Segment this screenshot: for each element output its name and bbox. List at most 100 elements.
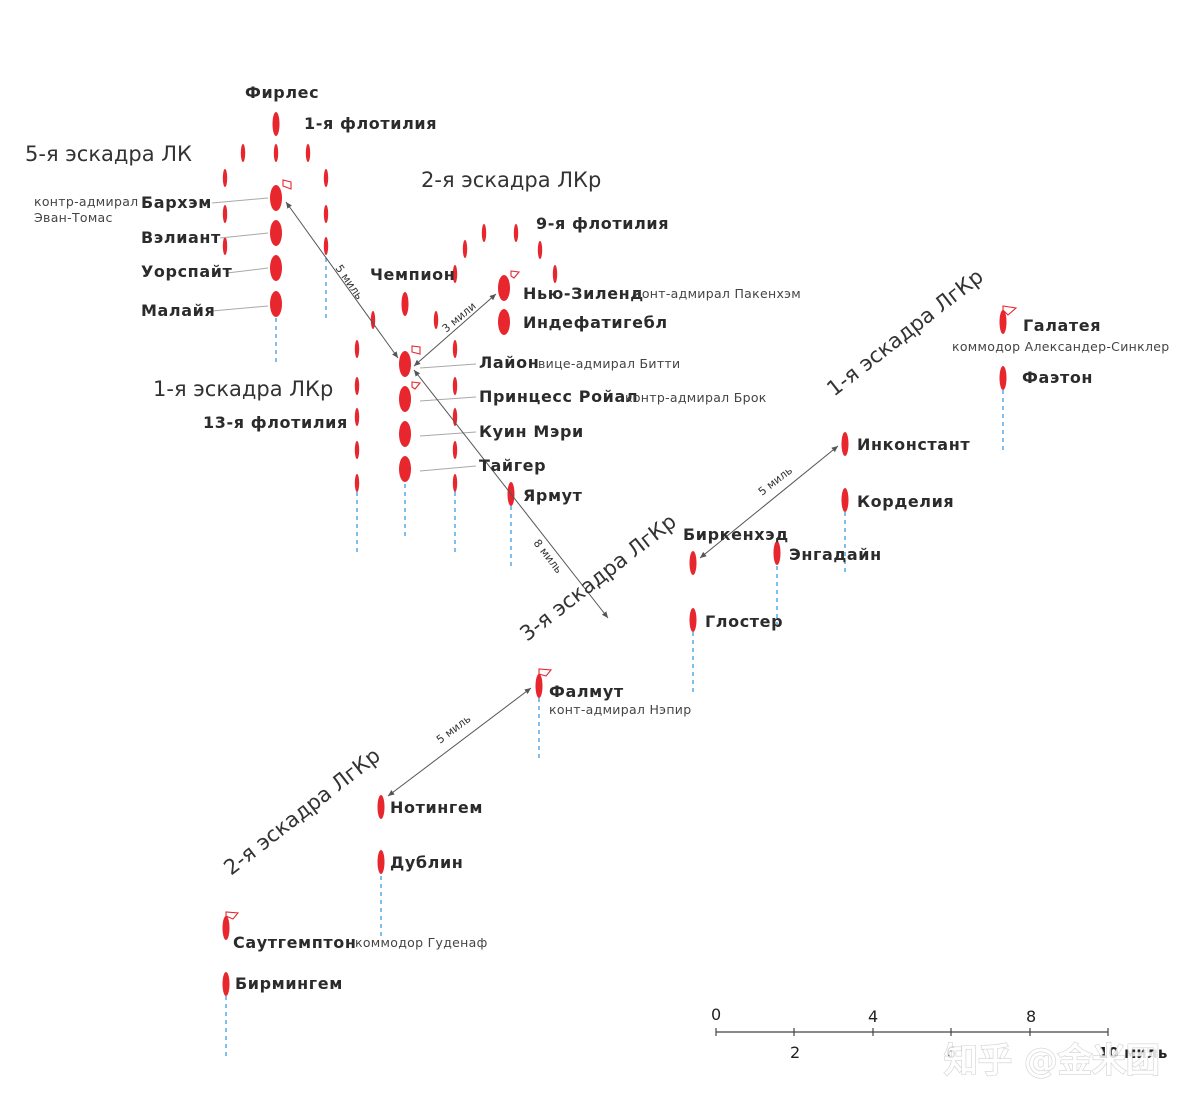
squadron-title: 1-я эскадра ЛКр: [153, 377, 333, 401]
destroyer-marker: [513, 224, 519, 242]
ship-marker-dublin: [377, 850, 385, 874]
ship-label-nottingham: Нотингем: [390, 798, 483, 817]
ship-marker-princess-royal: [399, 386, 411, 412]
scale-tick-label: 4: [868, 1007, 878, 1026]
ship-marker-indefatigable: [498, 309, 510, 335]
destroyer-marker: [433, 311, 439, 329]
flag-icon: [1002, 305, 1018, 316]
ship-label-new-zealand: Нью-Зиленд: [523, 284, 644, 303]
commander-label: конт-адмирал Нэпир: [549, 702, 691, 717]
distance-label: 5 миль: [434, 712, 473, 746]
ship-label-lion: Лайон: [479, 353, 539, 372]
ship-marker-warspite: [270, 255, 282, 281]
destroyer-marker: [452, 408, 458, 426]
destroyer-marker: [370, 311, 376, 329]
ship-marker-new-zealand: [498, 275, 510, 301]
ship-label-birmingham: Бирмингем: [235, 974, 343, 993]
scale-tick-label: 8: [1026, 1007, 1036, 1026]
destroyer-marker: [452, 441, 458, 459]
flag-icon: [282, 179, 292, 190]
destroyer-marker: [354, 441, 360, 459]
ship-label-cordelia: Корделия: [857, 492, 954, 511]
flag-icon: [538, 668, 553, 677]
ship-marker-birmingham: [222, 972, 230, 996]
ship-marker-inconstant: [841, 432, 849, 456]
destroyer-marker: [323, 237, 329, 255]
ship-marker-champion: [401, 292, 409, 316]
flotilla-label: 9-я флотилия: [536, 214, 669, 233]
ship-marker-southampton: [222, 916, 230, 940]
destroyer-marker: [323, 169, 329, 187]
destroyer-marker: [354, 474, 360, 492]
flag-icon: [225, 911, 240, 920]
ship-marker-fearless: [272, 112, 280, 136]
battle-ships: [270, 112, 510, 482]
destroyer-marker: [462, 240, 468, 258]
commander-label: коммодор Александер-Синклер: [952, 339, 1169, 354]
destroyer-marker: [452, 340, 458, 358]
ship-marker-cordelia: [841, 488, 849, 512]
destroyer-marker: [222, 205, 228, 223]
destroyer-marker: [354, 377, 360, 395]
ship-label-queen-mary: Куин Мэри: [479, 422, 584, 441]
ship-marker-birkenhead: [689, 551, 697, 575]
commander-label: вице-адмирал Битти: [538, 356, 680, 371]
ship-label-inconstant: Инконстант: [857, 435, 970, 454]
ship-marker-phaeton: [999, 366, 1007, 390]
flotilla-label: 13-я флотилия: [203, 413, 348, 432]
ship-label-champion: Чемпион: [370, 265, 455, 284]
destroyer-marker: [452, 265, 458, 283]
destroyer-marker: [305, 144, 311, 162]
ship-marker-queen-mary: [399, 421, 411, 447]
flotilla-label: 1-я флотилия: [304, 114, 437, 133]
ship-marker-barham: [270, 185, 282, 211]
destroyer-marker: [222, 169, 228, 187]
destroyer-marker: [240, 144, 246, 162]
distance-arrow-falmouth-nottingham: [387, 687, 532, 797]
ship-label-yarmouth: Ярмут: [523, 486, 583, 505]
destroyer-marker: [452, 474, 458, 492]
ship-label-tiger: Тайгер: [479, 456, 546, 475]
ship-marker-lion: [399, 351, 411, 377]
ship-label-malaya: Малайя: [141, 301, 215, 320]
ship-marker-engadine: [773, 541, 781, 565]
commander-label: контр-адмирал: [34, 194, 138, 209]
ship-label-indefatigable: Индефатигебл: [523, 313, 668, 332]
destroyer-marker: [452, 377, 458, 395]
ship-label-dublin: Дублин: [390, 853, 463, 872]
scale-tick-label: 0: [711, 1005, 721, 1024]
ship-label-fearless: Фирлес: [245, 83, 319, 102]
flag-icon: [510, 270, 521, 279]
ship-label-valiant: Вэлиант: [141, 228, 221, 247]
destroyer-marker: [323, 205, 329, 223]
distance-label: 5 миль: [333, 262, 366, 302]
destroyer-marker: [354, 340, 360, 358]
commander-label: конт-адмирал Пакенхэм: [634, 286, 801, 301]
distance-label: 5 миль: [756, 464, 795, 499]
ship-marker-galatea: [999, 310, 1007, 334]
watermark-text: 知乎 @金米团: [944, 1041, 1160, 1081]
squadron-title: 1-я эскадра ЛгКр: [822, 264, 988, 401]
ship-label-southampton: Саутгемптон: [233, 933, 357, 952]
destroyer-marker: [354, 408, 360, 426]
scale-bar: 0 4 8 2 6 10 миль: [711, 1005, 1167, 1062]
distance-label: 3 мили: [440, 300, 479, 336]
ship-label-princess-royal: Принцесс Ройал: [479, 387, 638, 406]
ship-marker-tiger: [399, 456, 411, 482]
destroyer-marker: [222, 237, 228, 255]
ship-marker-nottingham: [377, 795, 385, 819]
ship-marker-gloucester: [689, 608, 697, 632]
distance-arrow-lion-lc3: [413, 369, 609, 619]
ship-label-gloucester: Глостер: [705, 612, 783, 631]
destroyer-marker: [537, 241, 543, 259]
ship-label-barham: Бархэм: [141, 193, 212, 212]
ship-label-galatea: Галатея: [1023, 316, 1101, 335]
flag-icon: [411, 381, 422, 390]
distance-arrows: [285, 201, 839, 797]
commander-label: Эван-Томас: [34, 210, 113, 225]
ship-label-engadine: Энгадайн: [789, 545, 882, 564]
scale-tick-label: 2: [790, 1043, 800, 1062]
distance-arrow-barham-lion: [285, 201, 399, 359]
